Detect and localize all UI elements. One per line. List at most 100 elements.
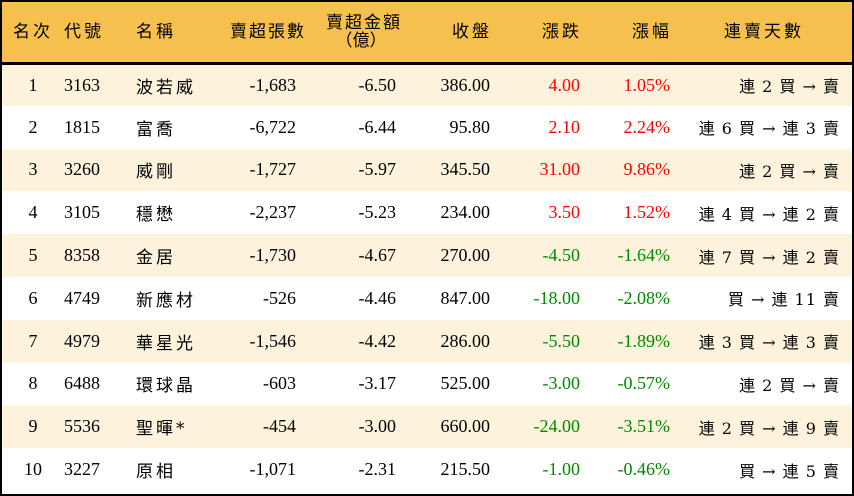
cell-change: -5.50 xyxy=(542,330,581,351)
cell-code: 3227 xyxy=(64,459,100,480)
cell-close: 234.00 xyxy=(440,202,491,223)
table-row: 3 3260 威剛 -1,727 -5.97 345.50 31.00 9.86… xyxy=(2,148,852,192)
cell-change: -3.00 xyxy=(542,373,581,394)
cell-change-pct: -1.64% xyxy=(617,245,671,266)
header-name: 名稱 xyxy=(136,21,176,42)
cell-code: 3105 xyxy=(64,202,100,223)
cell-rank: 2 xyxy=(28,116,38,137)
cell-rank: 1 xyxy=(28,74,38,95)
table-row: 5 8358 金居 -1,730 -4.67 270.00 -4.50 -1.6… xyxy=(2,234,852,277)
cell-net-sell-lots: -1,683 xyxy=(249,74,297,95)
cell-net-sell-amount: -5.97 xyxy=(358,159,397,180)
cell-net-sell-lots: -2,237 xyxy=(249,202,297,223)
cell-streak: 買 → 連 11 賣 xyxy=(727,290,840,310)
cell-change-pct: -2.08% xyxy=(617,287,671,308)
cell-code: 8358 xyxy=(64,245,100,266)
cell-net-sell-amount: -3.00 xyxy=(358,416,397,437)
cell-rank: 9 xyxy=(28,416,38,437)
cell-code: 3163 xyxy=(64,74,100,95)
cell-name: 金居 xyxy=(136,248,176,269)
cell-change: -18.00 xyxy=(533,287,581,308)
cell-close: 215.50 xyxy=(440,459,491,480)
cell-rank: 8 xyxy=(28,373,38,394)
cell-net-sell-lots: -526 xyxy=(263,287,296,308)
cell-code: 4979 xyxy=(64,330,100,351)
header-code: 代號 xyxy=(64,21,104,42)
cell-code: 5536 xyxy=(64,416,100,437)
cell-close: 660.00 xyxy=(440,416,491,437)
cell-streak: 連 2 買 → 賣 xyxy=(739,161,840,181)
cell-net-sell-lots: -603 xyxy=(263,373,296,394)
table-row: 9 5536 聖暉* -454 -3.00 660.00 -24.00 -3.5… xyxy=(2,405,852,449)
cell-streak: 連 2 買 → 賣 xyxy=(739,77,840,97)
cell-change-pct: 1.52% xyxy=(623,202,671,223)
cell-change: -1.00 xyxy=(542,459,581,480)
cell-change: 31.00 xyxy=(539,159,581,180)
cell-change-pct: -3.51% xyxy=(617,416,671,437)
cell-name: 威剛 xyxy=(136,162,176,183)
cell-change: 4.00 xyxy=(548,74,581,95)
cell-close: 847.00 xyxy=(440,287,491,308)
cell-rank: 10 xyxy=(24,459,42,480)
cell-close: 345.50 xyxy=(440,159,491,180)
cell-code: 3260 xyxy=(64,159,100,180)
cell-change: 3.50 xyxy=(548,202,581,223)
cell-close: 386.00 xyxy=(440,74,491,95)
header-close: 收盤 xyxy=(452,21,492,42)
cell-change: 2.10 xyxy=(548,116,581,137)
cell-name: 穩懋 xyxy=(136,205,176,226)
cell-change-pct: 9.86% xyxy=(623,159,671,180)
cell-streak: 連 6 買 → 連 3 賣 xyxy=(698,119,840,139)
cell-net-sell-lots: -454 xyxy=(263,416,296,437)
cell-rank: 6 xyxy=(28,287,38,308)
cell-net-sell-lots: -6,722 xyxy=(249,116,297,137)
cell-net-sell-amount: -4.67 xyxy=(358,245,397,266)
cell-rank: 7 xyxy=(28,330,38,351)
cell-name: 原相 xyxy=(136,462,176,483)
cell-change-pct: 1.05% xyxy=(623,74,671,95)
cell-name: 聖暉* xyxy=(136,419,188,440)
cell-change: -4.50 xyxy=(542,245,581,266)
cell-code: 4749 xyxy=(64,287,100,308)
cell-name: 華星光 xyxy=(136,333,196,354)
cell-change-pct: -0.46% xyxy=(617,459,671,480)
table-row: 10 3227 原相 -1,071 -2.31 215.50 -1.00 -0.… xyxy=(2,448,852,491)
cell-name: 環球晶 xyxy=(136,376,196,397)
header-streak: 連賣天數 xyxy=(724,21,804,42)
cell-close: 95.80 xyxy=(449,116,491,137)
cell-code: 6488 xyxy=(64,373,100,394)
cell-net-sell-amount: -3.17 xyxy=(358,373,397,394)
cell-change-pct: -0.57% xyxy=(617,373,671,394)
header-net-sell-amount: 賣超金額 （億） xyxy=(306,2,406,63)
cell-name: 富喬 xyxy=(136,119,176,140)
cell-change-pct: -1.89% xyxy=(617,330,671,351)
cell-net-sell-amount: -4.46 xyxy=(358,287,397,308)
cell-close: 525.00 xyxy=(440,373,491,394)
table-body: 1 3163 波若威 -1,683 -6.50 386.00 4.00 1.05… xyxy=(2,63,852,491)
header-net-sell-lots: 賣超張數 xyxy=(230,21,306,42)
table-row: 7 4979 華星光 -1,546 -4.42 286.00 -5.50 -1.… xyxy=(2,319,852,363)
cell-net-sell-amount: -4.42 xyxy=(358,330,397,351)
cell-net-sell-amount: -6.50 xyxy=(358,74,397,95)
table-header-row: 名次 代號 名稱 賣超張數 賣超金額 （億） 收盤 漲跌 漲幅 連賣天數 xyxy=(2,2,852,63)
header-net-sell-amount-line1: 賣超金額 xyxy=(326,12,402,33)
table-row: 4 3105 穩懋 -2,237 -5.23 234.00 3.50 1.52%… xyxy=(2,191,852,235)
cell-streak: 連 4 買 → 連 2 賣 xyxy=(698,204,840,224)
header-rank: 名次 xyxy=(13,21,53,42)
header-change-pct: 漲幅 xyxy=(632,21,672,42)
table-row: 1 3163 波若威 -1,683 -6.50 386.00 4.00 1.05… xyxy=(2,63,852,106)
cell-rank: 3 xyxy=(28,159,38,180)
header-change: 漲跌 xyxy=(542,21,582,42)
cell-net-sell-amount: -5.23 xyxy=(358,202,397,223)
cell-close: 270.00 xyxy=(440,245,491,266)
cell-name: 波若威 xyxy=(136,77,196,98)
cell-net-sell-amount: -2.31 xyxy=(358,459,397,480)
cell-streak: 連 3 買 → 連 3 賣 xyxy=(698,333,840,353)
table-row: 6 4749 新應材 -526 -4.46 847.00 -18.00 -2.0… xyxy=(2,276,852,320)
cell-net-sell-lots: -1,730 xyxy=(249,245,297,266)
table-row: 8 6488 環球晶 -603 -3.17 525.00 -3.00 -0.57… xyxy=(2,362,852,406)
cell-rank: 5 xyxy=(28,245,38,266)
cell-rank: 4 xyxy=(28,202,38,223)
table-row: 2 1815 富喬 -6,722 -6.44 95.80 2.10 2.24% … xyxy=(2,105,852,149)
cell-change: -24.00 xyxy=(533,416,581,437)
